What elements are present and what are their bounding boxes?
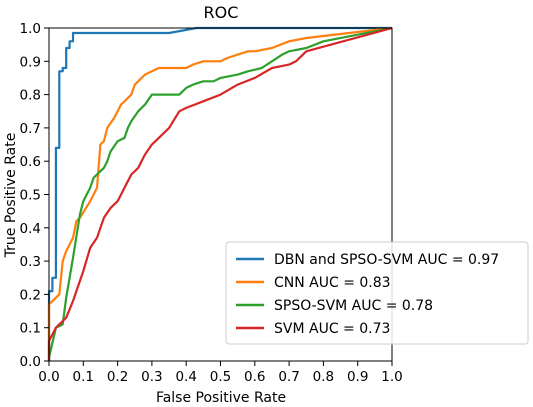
y-tick-label: 1.0 <box>20 21 41 37</box>
y-tick-label: 0.9 <box>20 54 41 70</box>
roc-curve-1 <box>47 26 392 361</box>
roc-curve-4 <box>47 26 393 361</box>
roc-curve-3 <box>47 26 393 361</box>
x-tick-label: 0.5 <box>210 369 231 385</box>
y-tick-label: 0.1 <box>20 321 41 337</box>
chart-title: ROC <box>204 3 239 22</box>
y-axis-title: True Positive Rate <box>3 133 19 259</box>
x-tick-label: 0.2 <box>107 369 128 385</box>
roc-curve-2 <box>47 26 393 361</box>
y-tick-label: 0.7 <box>20 121 41 137</box>
legend: DBN and SPSO-SVM AUC = 0.97 CNN AUC = 0.8… <box>225 241 529 345</box>
y-tick-label: 0.3 <box>20 254 41 270</box>
curves <box>47 26 393 361</box>
legend-label: SVM AUC = 0.73 <box>274 321 390 337</box>
x-tick-label: 0.6 <box>244 369 265 385</box>
x-tick-label: 0.8 <box>313 369 334 385</box>
x-tick-label: 0.1 <box>73 369 94 385</box>
x-tick-label: 0.0 <box>38 369 59 385</box>
x-tick-label: 0.4 <box>175 369 196 385</box>
y-tick-label: 0.8 <box>20 88 41 104</box>
x-axis-title: False Positive Rate <box>156 390 286 406</box>
x-tick-label: 0.9 <box>347 369 368 385</box>
y-tick-label: 0.4 <box>20 221 41 237</box>
x-tick-label: 0.7 <box>278 369 299 385</box>
x-tick-label: 0.3 <box>141 369 162 385</box>
y-tick-label: 0.6 <box>20 154 41 170</box>
y-tick-label: 0.0 <box>20 354 41 370</box>
y-tick-label: 0.5 <box>20 188 41 204</box>
legend-label: CNN AUC = 0.83 <box>274 275 391 291</box>
x-tick-label: 1.0 <box>381 369 402 385</box>
ticks: 0.0 0.1 0.2 0.3 0.4 0.5 0.6 0.7 0.8 0.9 1.0 0.0 0.1 0… <box>20 21 403 385</box>
y-tick-label: 0.2 <box>20 287 41 303</box>
legend-box <box>225 241 529 345</box>
legend-label: DBN and SPSO-SVM AUC = 0.97 <box>274 252 499 268</box>
legend-label: SPSO-SVM AUC = 0.78 <box>274 298 433 314</box>
